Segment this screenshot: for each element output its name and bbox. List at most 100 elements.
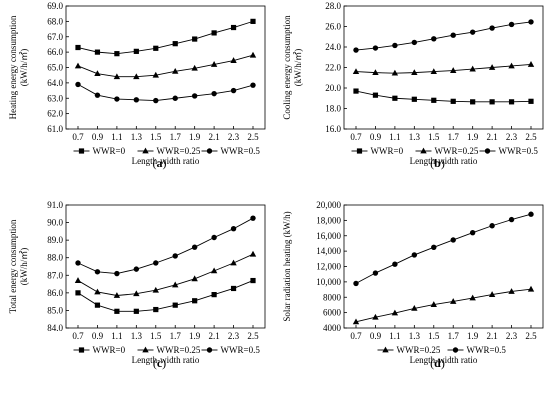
legend-marker (420, 147, 427, 154)
series-WWR=0.25 (352, 285, 535, 325)
series-line (355, 63, 532, 74)
series-line (77, 280, 254, 312)
data-point (74, 62, 82, 69)
data-point (431, 97, 437, 103)
panel-label: (b) (430, 156, 445, 170)
data-point (74, 277, 82, 283)
y-tick-label: 66.0 (47, 47, 63, 57)
data-point (230, 259, 237, 266)
data-point (133, 266, 140, 272)
data-point (353, 280, 359, 287)
data-point (133, 97, 140, 103)
series-line (77, 20, 254, 55)
data-point (250, 82, 256, 88)
data-point (94, 302, 101, 308)
data-point (230, 226, 237, 232)
legend-item: WWR=0.5 (201, 345, 261, 355)
y-tick-label: 20.0 (325, 83, 341, 93)
x-tick-label: 0.7 (72, 331, 84, 341)
y-tick-label: 65.0 (47, 63, 63, 73)
legend-label: WWR=0 (93, 345, 126, 355)
data-point (450, 32, 456, 38)
data-point (508, 21, 515, 28)
data-point (75, 290, 81, 296)
x-tick-label: 1.5 (428, 331, 440, 341)
data-point (353, 47, 359, 53)
legend-label: WWR=0.5 (221, 345, 261, 355)
chart-panel-1: 61.0 62.0 63.0 64.0 65.0 66.0 67.0 68.0 69.0 0.7 0… (8, 1, 266, 170)
legend-item: WWR=0 (73, 345, 126, 355)
data-point (392, 42, 398, 49)
chart-panel-2: 16.0 18.0 20.0 22.0 24.0 26.0 28.0 0.7 0.9 1.1 1.3… (282, 1, 544, 170)
x-tick-label: 0.7 (350, 331, 362, 341)
legend-label: WWR=0.25 (435, 146, 479, 156)
data-point (172, 281, 179, 288)
chart-panel-4: 4000 6000 8000 10,000 12,000 14,000 16,000 18,0… (282, 200, 544, 370)
x-tick-label: 0.9 (92, 132, 104, 142)
data-point (249, 250, 257, 257)
x-tick-label: 1.7 (170, 132, 182, 142)
series-WWR=0.25 (352, 61, 535, 76)
legend-item: WWR=0.5 (479, 146, 538, 156)
data-point (211, 292, 217, 298)
data-point (527, 61, 535, 67)
x-tick-label: 0.7 (350, 132, 362, 142)
x-tick-label: 0.9 (370, 132, 382, 142)
x-tick-label: 2.3 (506, 132, 518, 142)
data-point (113, 73, 121, 80)
data-point (488, 64, 496, 70)
legend-item: WWR=0.25 (415, 146, 479, 156)
series-WWR=0 (353, 88, 534, 105)
y-tick-label: 18,000 (316, 215, 341, 225)
data-point (94, 70, 101, 77)
data-point (527, 285, 535, 292)
data-point (489, 99, 495, 105)
data-point (528, 211, 534, 217)
data-point (411, 252, 418, 258)
data-point (192, 36, 198, 42)
legend-item: WWR=0 (351, 146, 404, 156)
data-point (411, 304, 418, 311)
data-point (392, 261, 398, 267)
data-point (450, 67, 457, 73)
data-point (508, 99, 515, 105)
x-tick-label: 1.1 (111, 132, 122, 142)
series-line (355, 90, 532, 103)
panel-label: (c) (153, 356, 166, 370)
legend-item: WWR=0.25 (377, 345, 441, 355)
y-tick-label: 24.0 (325, 42, 341, 52)
y-tick-label: 90.0 (47, 218, 63, 228)
data-point (411, 96, 417, 102)
plot-frame (343, 204, 544, 329)
data-point (210, 61, 218, 67)
data-point (114, 308, 120, 314)
data-point (470, 99, 476, 105)
x-axis-label: Length-width ratio (132, 355, 200, 365)
series-WWR=0.5 (353, 19, 534, 53)
x-tick-label: 1.1 (389, 132, 400, 142)
data-point (172, 95, 178, 101)
data-point (508, 62, 515, 69)
y-tick-label: 18.0 (325, 104, 341, 114)
data-point (75, 44, 81, 51)
data-point (191, 244, 198, 250)
data-point (528, 98, 534, 104)
x-tick-label: 2.3 (506, 331, 518, 341)
x-tick-label: 0.7 (72, 132, 84, 142)
data-point (352, 318, 360, 325)
y-tick-label: 6000 (323, 308, 342, 318)
data-point (352, 68, 360, 74)
x-tick-label: 1.9 (189, 132, 201, 142)
y-tick-label: 62.0 (47, 109, 63, 119)
y-tick-label: 28.0 (325, 1, 341, 11)
y-tick-label: 4000 (323, 323, 342, 333)
data-point (528, 19, 534, 25)
x-tick-label: 1.1 (111, 331, 122, 341)
series-WWR=0.5 (75, 215, 256, 277)
legend-label: WWR=0.25 (397, 345, 441, 355)
data-point (372, 270, 379, 276)
x-tick-label: 2.1 (486, 132, 497, 142)
data-point (250, 18, 256, 24)
legend-label: WWR=0.5 (467, 345, 507, 355)
x-tick-label: 2.1 (486, 331, 497, 341)
